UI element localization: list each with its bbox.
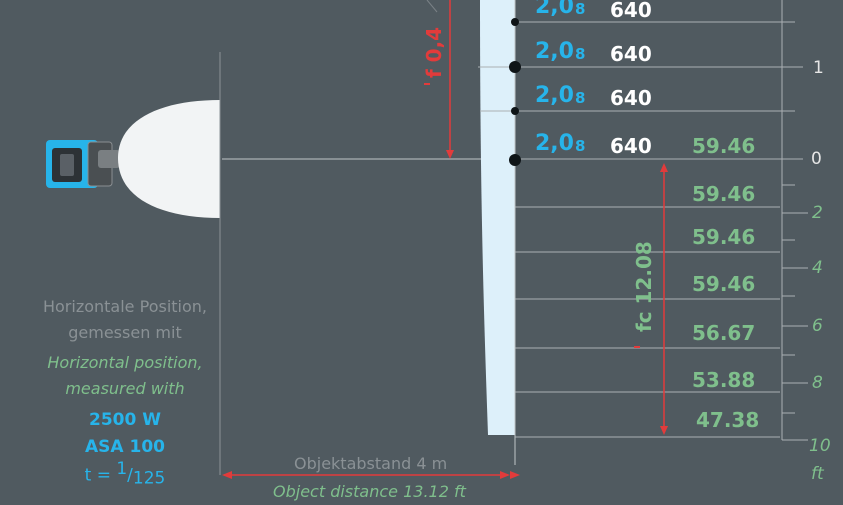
measurement-surface — [480, 0, 515, 435]
arrow-icon — [660, 163, 668, 435]
caption-watt: 2500 W — [89, 410, 161, 430]
distance-label-de: Objektabstand 4 m — [294, 454, 448, 473]
row-4-fc: 59.46 — [692, 134, 756, 158]
arrow-icon — [222, 471, 520, 479]
light-beam — [118, 100, 220, 218]
lamp-panel-inner — [60, 154, 74, 176]
fc-row-4: 56.67 — [692, 321, 756, 345]
fc-row-1: 59.46 — [692, 182, 756, 206]
scale-unit-ft: ft — [811, 464, 824, 484]
scale-label-ft-6: 6 — [812, 316, 823, 336]
scale-label-ft-4: 4 — [812, 258, 823, 278]
beam-arrow-head-m — [446, 150, 454, 159]
row-2-fstop: 2,08 — [535, 39, 586, 64]
row-2-lux: 640 — [610, 42, 652, 66]
distance-arrow-head-right-2 — [510, 471, 520, 479]
row-4-fstop: 2,08 — [535, 131, 586, 156]
fc-row-6: 47.38 — [696, 408, 760, 432]
fc-row-5: 53.88 — [692, 368, 756, 392]
caption-en-line2: measured with — [65, 379, 185, 398]
beam-edge — [426, 0, 438, 13]
beam-label-ft-dash — [634, 346, 640, 348]
beam-label-ft: fc 12.08 — [632, 241, 656, 332]
beam-label-m-dash — [424, 83, 430, 85]
beam-arrow-head-top — [660, 163, 668, 172]
fc-row-3: 59.46 — [692, 272, 756, 296]
measure-point — [511, 107, 519, 115]
arrow-icon — [426, 0, 454, 159]
row-1-lux: 640 — [610, 0, 652, 22]
measure-point — [511, 18, 519, 26]
beam-label-m: f 0,4 — [422, 26, 446, 78]
scale-label-m-1: 1 — [813, 58, 824, 78]
fc-row-2: 59.46 — [692, 225, 756, 249]
caption-asa: ASA 100 — [85, 437, 165, 457]
distance-arrow-head-left — [222, 471, 232, 479]
caption-de-line2: gemessen mit — [68, 323, 182, 342]
row-3-lux: 640 — [610, 86, 652, 110]
caption-de-line1: Horizontale Position, — [42, 297, 207, 316]
row-3-fstop: 2,08 — [535, 83, 586, 108]
scale-label-ft-2: 2 — [812, 203, 823, 223]
caption-shutter: t = 1/125 — [84, 459, 166, 489]
measure-point — [509, 154, 521, 166]
row-1-fstop: 2,08 — [535, 0, 586, 19]
lamp-socket — [98, 150, 120, 168]
measure-point — [509, 61, 521, 73]
scale-label-ft-10: 10 — [809, 436, 831, 456]
caption-en-line1: Horizontal position, — [47, 353, 203, 372]
distance-arrow-head-right — [500, 471, 510, 479]
scale-label-m-0: 0 — [811, 149, 822, 169]
distance-label-en: Object distance 13.12 ft — [273, 482, 466, 501]
beam-arrow-head-bottom — [660, 426, 668, 435]
row-4-lux: 640 — [610, 134, 652, 158]
scale-label-ft-8: 8 — [812, 373, 823, 393]
